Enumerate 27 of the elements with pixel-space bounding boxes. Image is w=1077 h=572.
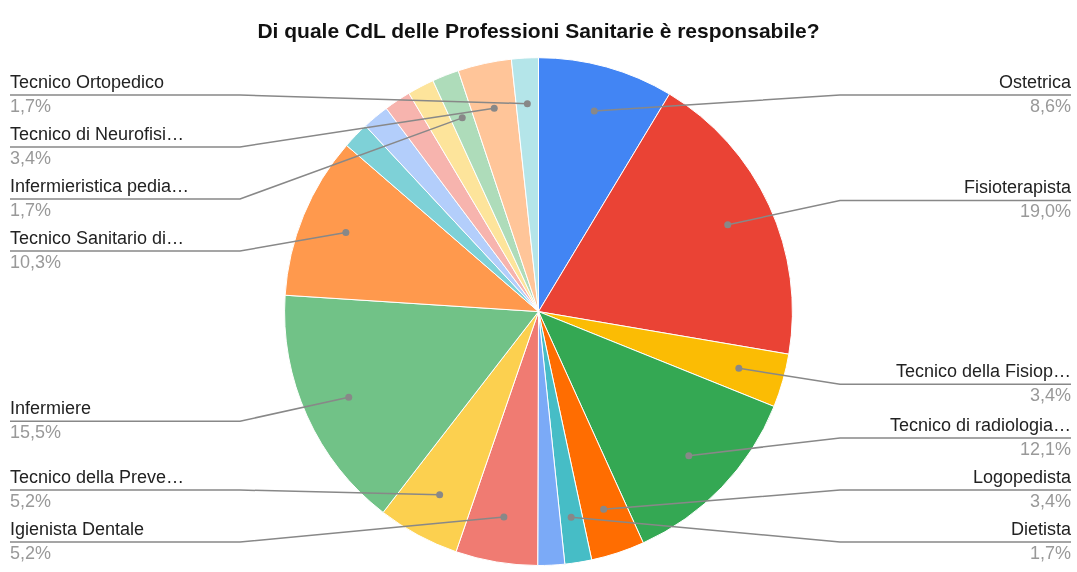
data-label: 15,5% — [10, 422, 62, 443]
slice-label: Fisioterapista — [963, 177, 1072, 198]
data-label: 5,2% — [10, 542, 52, 563]
data-label: 3,4% — [1029, 385, 1071, 406]
slice-label: Tecnico di Neurofisi… — [10, 123, 185, 144]
slice-label: Tecnico della Fisiop… — [895, 361, 1071, 382]
slice-label: Ostetrica — [998, 71, 1072, 92]
slice-label: Tecnico Ortopedico — [10, 71, 165, 92]
slice-label: Logopedista — [972, 466, 1072, 487]
data-label: 8,6% — [1029, 95, 1071, 116]
data-label: 5,2% — [10, 490, 52, 511]
data-label: 3,4% — [1029, 490, 1071, 511]
data-label: 1,7% — [1029, 542, 1071, 563]
slice-label: Dietista — [1010, 518, 1072, 539]
slice-label: Tecnico Sanitario di… — [10, 227, 185, 248]
slice-label: Tecnico della Preve… — [10, 466, 185, 487]
data-label: 12,1% — [1019, 438, 1071, 459]
slice-label: Infermieristica pedia… — [10, 175, 190, 196]
data-label: 1,7% — [10, 95, 52, 116]
data-label: 3,4% — [10, 147, 52, 168]
slice-label: Tecnico di radiologia… — [889, 414, 1071, 435]
chart-title: Di quale CdL delle Professioni Sanitarie è responsabile? — [257, 19, 820, 43]
data-label: 10,3% — [10, 251, 62, 272]
data-label: 1,7% — [10, 199, 52, 220]
data-label: 19,0% — [1019, 201, 1071, 222]
slice-label: Igienista Dentale — [10, 518, 145, 539]
slice-label: Infermiere — [10, 398, 92, 419]
